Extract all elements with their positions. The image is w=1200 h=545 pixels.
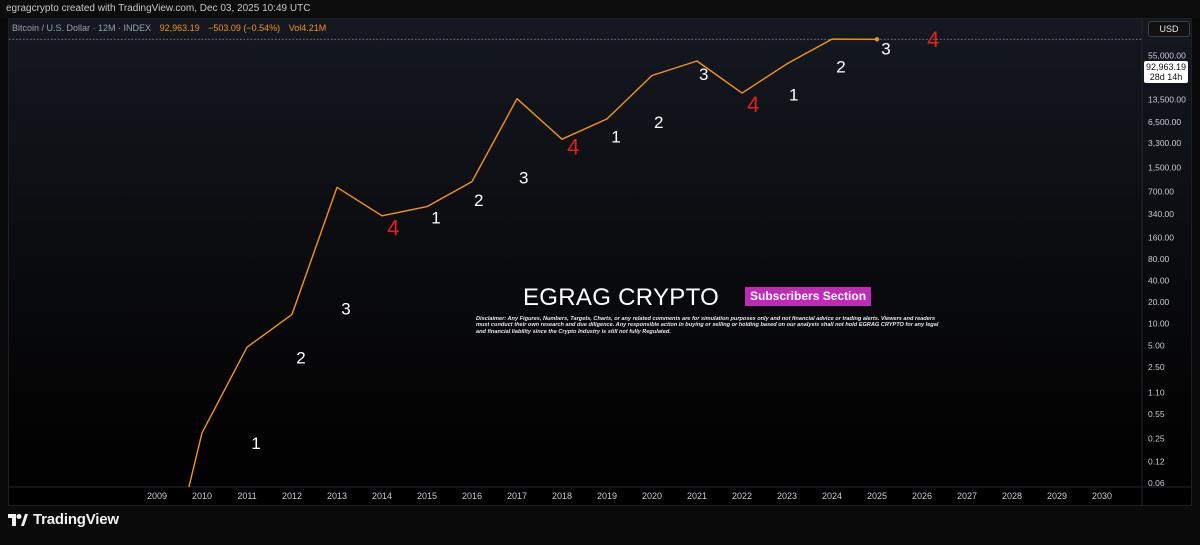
y-tick-label: 0.25 — [1148, 434, 1165, 444]
tradingview-logo-icon — [8, 513, 28, 526]
y-tick-label: 40.00 — [1148, 276, 1170, 286]
cycle-label: 1 — [789, 86, 798, 105]
y-tick-label: 160.00 — [1148, 232, 1174, 242]
y-tick-label: 0.55 — [1148, 409, 1165, 419]
x-tick-label: 2024 — [822, 491, 842, 501]
x-tick-label: 2022 — [732, 491, 752, 501]
tradingview-logo[interactable]: TradingView — [8, 511, 119, 528]
x-tick-label: 2009 — [147, 491, 167, 501]
subscribers-badge: Subscribers Section — [745, 287, 872, 306]
last-price-label: 92,963.19 28d 14h — [1144, 61, 1188, 83]
x-tick-label: 2029 — [1047, 491, 1067, 501]
last-price: 92,963.19 — [159, 23, 200, 33]
currency-button[interactable]: USD — [1148, 21, 1190, 37]
x-tick-label: 2010 — [192, 491, 212, 501]
x-tick-label: 2011 — [237, 491, 256, 501]
cycle-label: 3 — [341, 299, 350, 318]
cycle-label: 1 — [611, 127, 620, 146]
watermark-title: EGRAG CRYPTO — [523, 284, 720, 311]
y-tick-label: 2.50 — [1148, 362, 1165, 372]
cycle-label: 2 — [474, 191, 483, 210]
x-tick-label: 2019 — [597, 491, 617, 501]
y-tick-label: 0.12 — [1148, 456, 1165, 466]
y-tick-label: 55,000.00 — [1148, 51, 1186, 61]
y-tick-label: 10.00 — [1148, 319, 1170, 329]
volume-value: Vol4.21M — [288, 23, 327, 33]
y-tick-label: 1.10 — [1148, 387, 1165, 397]
x-tick-label: 2017 — [507, 491, 527, 501]
y-tick-label: 700.00 — [1148, 186, 1174, 196]
cycle-label: 4 — [387, 216, 399, 241]
cycle-label: 2 — [296, 348, 305, 367]
cycle-label: 4 — [927, 27, 939, 52]
x-tick-label: 2012 — [282, 491, 302, 501]
price-series-line — [188, 38, 878, 487]
x-tick-label: 2030 — [1092, 491, 1112, 501]
x-tick-label: 2013 — [327, 491, 347, 501]
x-tick-label: 2016 — [462, 491, 482, 501]
attribution-text: egragcrypto created with TradingView.com… — [6, 3, 311, 14]
x-tick-label: 2028 — [1002, 491, 1022, 501]
cycle-label: 3 — [519, 169, 528, 188]
cycle-label: 1 — [251, 434, 260, 453]
y-tick-label: 13,500.00 — [1148, 94, 1186, 104]
y-tick-label: 3,300.00 — [1148, 138, 1181, 148]
price-change: −503.09 (−0.54%) — [208, 23, 281, 33]
top-bar: egragcrypto created with TradingView.com… — [0, 0, 1200, 18]
cycle-label: 1 — [431, 209, 440, 228]
cycle-label: 3 — [699, 65, 708, 84]
price-label-value: 92,963.19 — [1145, 62, 1187, 72]
x-tick-label: 2021 — [687, 491, 707, 501]
y-tick-label: 340.00 — [1148, 209, 1174, 219]
x-tick-label: 2015 — [417, 491, 437, 501]
symbol-legend: Bitcoin / U.S. Dollar · 12M · INDEX 92,9… — [12, 23, 326, 33]
x-tick-label: 2027 — [957, 491, 977, 501]
x-tick-label: 2018 — [552, 491, 572, 501]
x-tick-label: 2020 — [642, 491, 662, 501]
chart-area[interactable] — [8, 18, 1192, 506]
cycle-label: 4 — [567, 134, 579, 159]
footer-bar — [0, 506, 1200, 545]
cycle-label: 3 — [881, 39, 890, 58]
last-price-marker — [874, 37, 880, 42]
x-tick-label: 2014 — [372, 491, 392, 501]
x-tick-label: 2023 — [777, 491, 797, 501]
x-tick-label: 2026 — [912, 491, 932, 501]
y-tick-label: 0.06 — [1148, 478, 1165, 488]
y-tick-label: 6,500.00 — [1148, 117, 1181, 127]
y-tick-label: 5.00 — [1148, 340, 1165, 350]
x-tick-label: 2025 — [867, 491, 887, 501]
cycle-label: 2 — [836, 57, 845, 76]
symbol-name[interactable]: Bitcoin / U.S. Dollar · 12M · INDEX — [12, 23, 152, 33]
price-label-countdown: 28d 14h — [1149, 72, 1183, 82]
y-tick-label: 20.00 — [1148, 297, 1170, 307]
cycle-label: 2 — [654, 113, 663, 132]
y-tick-label: 80.00 — [1148, 254, 1170, 264]
cycle-label: 4 — [747, 92, 759, 117]
y-tick-label: 1,500.00 — [1148, 163, 1181, 173]
disclaimer-text: Disclaimer: Any Figures, Numbers, Target… — [476, 316, 939, 335]
tradingview-wordmark: TradingView — [33, 511, 119, 528]
